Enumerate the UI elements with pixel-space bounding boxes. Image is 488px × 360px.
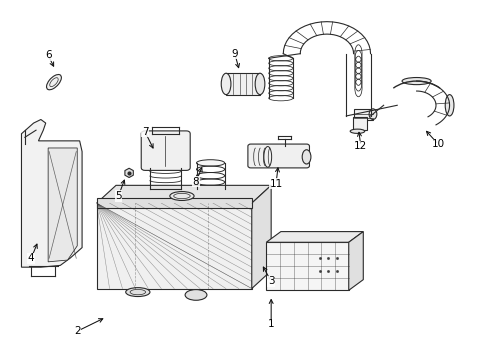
FancyBboxPatch shape [247, 144, 309, 168]
Text: 8: 8 [192, 177, 199, 187]
Text: 6: 6 [45, 50, 51, 60]
FancyBboxPatch shape [141, 131, 190, 170]
Text: 11: 11 [269, 179, 282, 189]
Text: 3: 3 [267, 276, 274, 287]
Ellipse shape [444, 95, 453, 116]
Ellipse shape [169, 192, 194, 201]
Polygon shape [348, 231, 363, 290]
Text: 12: 12 [353, 141, 367, 151]
Ellipse shape [401, 77, 430, 85]
Text: 1: 1 [267, 319, 274, 329]
Bar [353, 109, 372, 120]
Ellipse shape [368, 109, 376, 120]
Text: 2: 2 [74, 326, 81, 336]
Ellipse shape [349, 129, 364, 134]
Text: 4: 4 [28, 253, 35, 263]
Polygon shape [251, 185, 271, 288]
Bar [97, 203, 251, 288]
Polygon shape [48, 148, 77, 262]
Ellipse shape [185, 289, 206, 300]
Ellipse shape [46, 75, 61, 90]
Text: 5: 5 [115, 191, 122, 201]
Polygon shape [97, 185, 271, 203]
Bar [97, 198, 251, 208]
Ellipse shape [125, 288, 150, 297]
Ellipse shape [196, 160, 224, 166]
Ellipse shape [221, 73, 230, 95]
Bar [352, 117, 366, 130]
Polygon shape [21, 120, 82, 267]
Bar [225, 73, 260, 95]
Polygon shape [124, 168, 133, 177]
Ellipse shape [255, 73, 264, 95]
Text: 7: 7 [142, 127, 148, 137]
Text: 10: 10 [431, 139, 444, 149]
Bar [266, 242, 348, 290]
Ellipse shape [302, 150, 310, 164]
Text: 9: 9 [231, 49, 238, 59]
Polygon shape [266, 231, 363, 242]
